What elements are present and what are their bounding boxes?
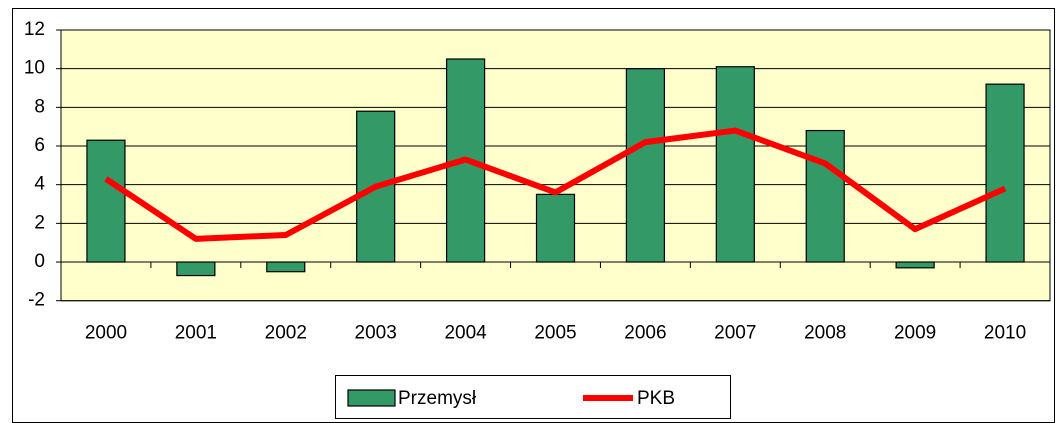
x-tick-label: 2008 xyxy=(804,323,846,344)
x-tick-label: 2010 xyxy=(984,323,1026,344)
x-tick-label: 2009 xyxy=(894,323,936,344)
bar xyxy=(805,129,845,263)
y-tick-label: 0 xyxy=(34,251,45,272)
legend-label: Przemysł xyxy=(398,388,477,409)
y-tick-label: 6 xyxy=(34,135,45,156)
bar xyxy=(895,261,935,269)
bar xyxy=(535,193,576,263)
bar xyxy=(266,261,306,273)
bar xyxy=(715,66,755,263)
bar xyxy=(985,83,1025,263)
y-tick-label: 10 xyxy=(24,58,45,79)
legend-swatch xyxy=(347,389,396,407)
x-tick-label: 2005 xyxy=(534,323,576,344)
legend: Przemysł PKB xyxy=(335,375,731,419)
bar xyxy=(625,68,666,263)
bar xyxy=(176,261,216,277)
x-tick-label: 2000 xyxy=(85,323,127,344)
line xyxy=(104,127,1007,242)
y-tick-label: 8 xyxy=(34,96,45,117)
x-tick-label: 2003 xyxy=(355,323,397,344)
x-tick-label: 2001 xyxy=(175,323,217,344)
legend-box xyxy=(335,375,731,419)
x-tick-label: 2004 xyxy=(444,323,487,344)
x-tick-label: 2007 xyxy=(714,323,756,344)
x-tick-label: 2006 xyxy=(624,323,666,344)
bar xyxy=(86,139,126,263)
x-tick-label: 2002 xyxy=(265,323,307,344)
legend-label: PKB xyxy=(637,388,675,409)
y-tick-label: 2 xyxy=(34,212,45,233)
y-tick-label: 4 xyxy=(34,174,45,195)
y-tick-label: -2 xyxy=(28,290,45,311)
y-tick-label: 12 xyxy=(24,19,45,40)
